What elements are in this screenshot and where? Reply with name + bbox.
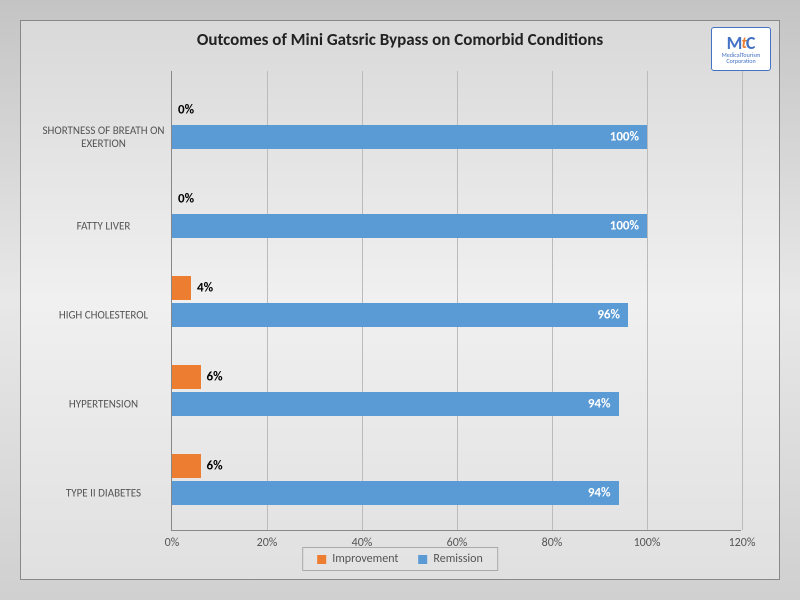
bar-value-label: 94%: [588, 485, 611, 500]
gridline: [647, 71, 648, 530]
logo: MtC MedicalTourism Corporation: [711, 27, 771, 71]
logo-sub2: Corporation: [726, 58, 755, 64]
plot-area: 0%20%40%60%80%100%120%0%100%0%100%4%96%6…: [171, 71, 741, 531]
bar-value-label: 94%: [588, 396, 611, 411]
bar-improvement: [172, 454, 201, 478]
bar-value-label: 96%: [597, 307, 620, 322]
y-category-label: SHORTNESS OF BREATH ON EXERTION: [41, 123, 166, 149]
y-category-label: HIGH CHOLESTEROL: [41, 308, 166, 321]
x-tick-label: 120%: [729, 536, 756, 550]
bar-remission: [172, 303, 628, 327]
legend: Improvement Remission: [302, 547, 498, 571]
legend-item-improvement: Improvement: [317, 552, 398, 566]
legend-swatch-improvement: [317, 555, 326, 564]
legend-swatch-remission: [418, 555, 427, 564]
legend-label-remission: Remission: [433, 552, 482, 566]
bar-remission: [172, 214, 647, 238]
x-tick-label: 80%: [542, 536, 563, 550]
x-tick-label: 20%: [257, 536, 278, 550]
chart-container: Outcomes of Mini Gatsric Bypass on Comor…: [20, 20, 780, 580]
bar-value-label: 6%: [207, 458, 223, 473]
bar-value-label: 6%: [207, 369, 223, 384]
bar-remission: [172, 392, 619, 416]
legend-item-remission: Remission: [418, 552, 482, 566]
x-tick-label: 100%: [634, 536, 661, 550]
gridline: [742, 71, 743, 530]
bar-value-label: 0%: [178, 102, 194, 117]
bar-improvement: [172, 276, 191, 300]
x-tick-label: 0%: [165, 536, 180, 550]
y-category-label: TYPE II DIABETES: [41, 486, 166, 499]
bar-remission: [172, 125, 647, 149]
bar-value-label: 100%: [610, 129, 639, 144]
logo-text: MtC: [727, 34, 756, 52]
bar-value-label: 100%: [610, 218, 639, 233]
bar-value-label: 0%: [178, 191, 194, 206]
bar-value-label: 4%: [197, 280, 213, 295]
y-category-label: HYPERTENSION: [41, 397, 166, 410]
bar-improvement: [172, 365, 201, 389]
y-category-label: FATTY LIVER: [41, 219, 166, 232]
chart-title: Outcomes of Mini Gatsric Bypass on Comor…: [21, 21, 779, 50]
bar-remission: [172, 481, 619, 505]
legend-label-improvement: Improvement: [332, 552, 398, 566]
